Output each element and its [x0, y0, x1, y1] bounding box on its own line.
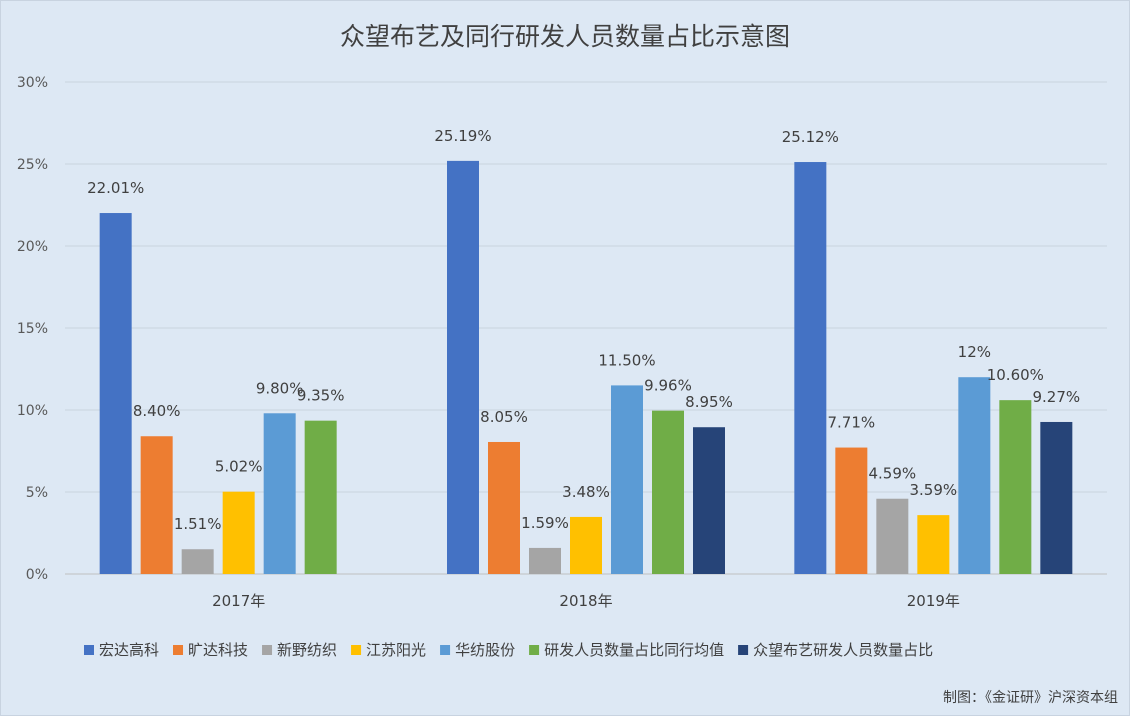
data-label: 11.50% [598, 351, 655, 369]
data-label: 22.01% [87, 179, 144, 197]
data-label: 10.60% [987, 366, 1044, 384]
data-label: 9.27% [1033, 388, 1081, 406]
bar [222, 491, 255, 574]
legend-label: 江苏阳光 [366, 641, 426, 659]
x-category-label: 2019年 [907, 592, 960, 610]
data-labels: 22.01% 8.40% 1.51% 5.02% 9.80%9.35% 25.19% 8.0… [87, 127, 1080, 533]
legend-swatch [84, 645, 94, 655]
bar [652, 410, 684, 574]
y-tick-label: 15% [17, 321, 48, 337]
y-tick-label: 25% [17, 157, 48, 173]
data-label: 7.71% [828, 414, 876, 432]
legend-swatch [529, 645, 540, 655]
legend-swatch [262, 645, 273, 655]
bar [999, 400, 1032, 574]
bar [304, 420, 337, 574]
bar [835, 447, 868, 574]
data-label: 9.80% [256, 379, 304, 397]
legend-swatch [173, 645, 184, 655]
legend-label: 旷达科技 [188, 641, 248, 659]
bar [1040, 421, 1073, 574]
x-category-label: 2017年 [212, 592, 265, 610]
x-category-label: 2018年 [559, 592, 612, 610]
bar [263, 413, 296, 574]
legend-swatch [351, 645, 362, 655]
chart-title: 众望布艺及同行研发人员数量占比示意图 [340, 22, 790, 51]
data-label: 8.05% [480, 408, 528, 426]
legend-label: 宏达高科 [99, 641, 159, 659]
data-label: 12% [958, 343, 991, 361]
legend-label: 华纺股份 [455, 641, 515, 659]
axes: 0% 5% 10% 15% 20% 25% 30% 2017年 2018年 2019年 [17, 75, 960, 610]
data-label: 9.96% [644, 377, 692, 395]
bar [488, 441, 520, 574]
y-tick-label: 5% [26, 485, 48, 501]
data-label: 25.12% [782, 128, 839, 146]
data-label: 8.40% [133, 402, 181, 420]
legend-label: 研发人员数量占比同行均值 [544, 641, 724, 659]
bar [529, 547, 561, 574]
data-label: 3.48% [562, 483, 610, 501]
data-label: 9.35% [297, 387, 345, 405]
bar [794, 162, 827, 575]
bar [611, 385, 643, 574]
y-tick-label: 0% [26, 567, 48, 583]
legend-swatch [440, 645, 451, 655]
bar [917, 515, 950, 574]
bars [99, 160, 1073, 575]
bar [181, 549, 214, 574]
legend-swatch [738, 645, 749, 655]
data-label: 4.59% [869, 465, 917, 483]
bar [693, 427, 725, 574]
bar [876, 498, 909, 574]
data-label: 1.59% [521, 514, 569, 532]
data-label: 1.51% [174, 515, 222, 533]
y-tick-label: 20% [17, 239, 48, 255]
y-tick-label: 10% [17, 403, 48, 419]
data-label: 3.59% [910, 481, 958, 499]
legend-label: 新野纺织 [277, 641, 337, 659]
bar [140, 436, 173, 574]
bar [958, 377, 991, 574]
credit-text: 制图：《金证研》沪深资本组 [943, 690, 1118, 706]
bar [570, 516, 602, 574]
bar [447, 160, 479, 574]
legend: 宏达高科 旷达科技 新野纺织 江苏阳光 华纺股份 研发人员数量占比同行均值 众望布艺研发人员… [84, 641, 933, 659]
data-label: 25.19% [434, 127, 491, 145]
data-label: 5.02% [215, 458, 263, 476]
legend-label: 众望布艺研发人员数量占比 [753, 641, 933, 659]
data-label: 8.95% [685, 393, 733, 411]
bar [99, 213, 132, 574]
y-tick-label: 30% [17, 75, 48, 91]
